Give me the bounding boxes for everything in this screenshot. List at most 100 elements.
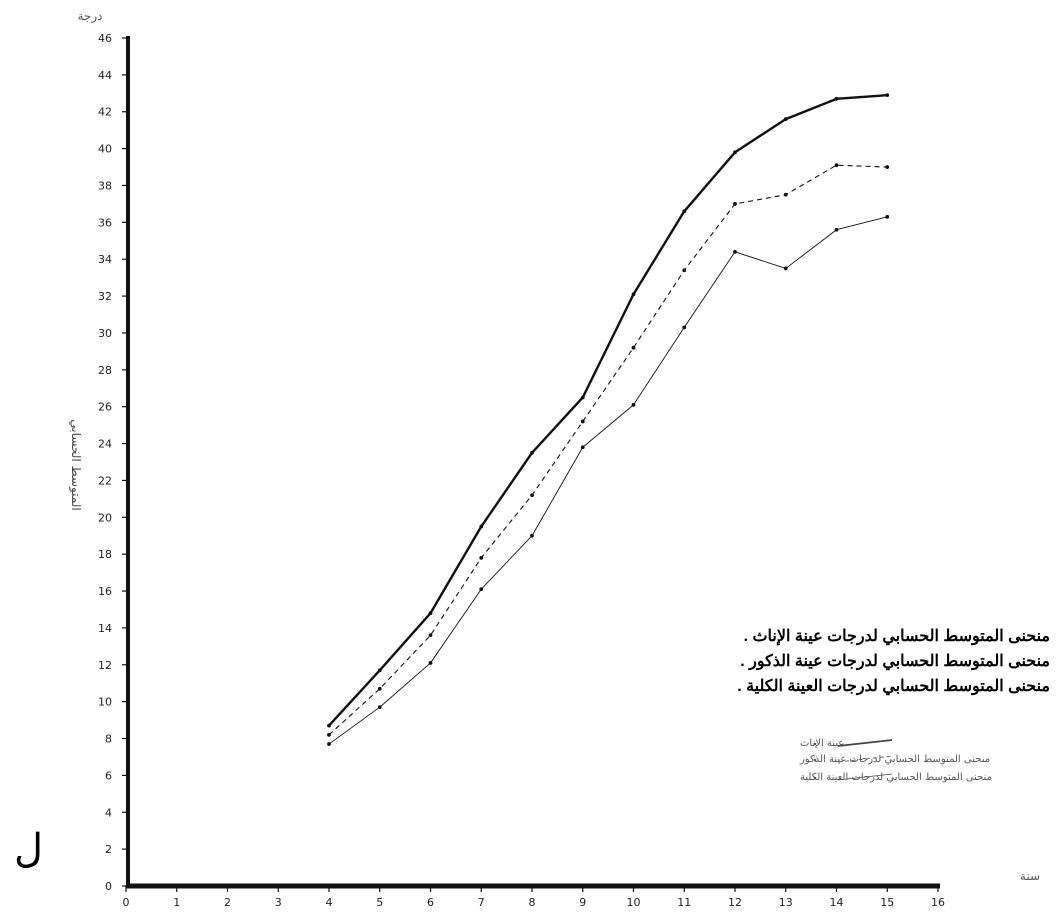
data-point [682, 209, 687, 214]
y-tick-label: 34 [98, 253, 112, 266]
y-tick-label: 0 [105, 880, 112, 893]
legend-bullet [813, 742, 817, 746]
y-tick-label: 44 [98, 69, 112, 82]
data-point [783, 117, 788, 122]
data-point [479, 555, 484, 560]
y-tick-label: 4 [105, 806, 112, 819]
printed-legend-item-male: منحنى المتوسط الحسابي لدرجات عينة الذكور… [740, 653, 1050, 670]
data-point [530, 450, 534, 455]
y-tick-label: 24 [98, 438, 112, 451]
data-point [377, 668, 382, 673]
data-point [428, 633, 433, 638]
y-tick-label: 16 [98, 585, 112, 598]
legend-sample-line [837, 755, 893, 763]
x-tick-label: 6 [427, 896, 434, 909]
x-tick-label: 4 [326, 896, 333, 909]
x-tick-label: 16 [931, 896, 945, 909]
y-tick-label: 32 [98, 290, 112, 303]
data-point [327, 723, 331, 728]
data-point [377, 705, 382, 710]
data-point [377, 686, 382, 691]
data-point [428, 661, 433, 665]
y-axis-title: المتوسط الحسابي [68, 419, 83, 510]
x-tick-label: 5 [376, 896, 383, 909]
data-point [682, 325, 687, 330]
data-point [834, 227, 839, 232]
legend-bullet [813, 776, 817, 780]
x-tick-label: 15 [880, 896, 894, 909]
data-point [580, 395, 585, 400]
printed-legend-item-female: منحنى المتوسط الحسابي لدرجات عينة الإناث… [743, 628, 1050, 645]
data-point [783, 192, 788, 197]
x-unit-label: سنة [1020, 869, 1040, 883]
x-tick-label: 7 [478, 896, 485, 909]
data-point [783, 266, 788, 271]
legend-handwritten-label: منحنى المتوسط الحسابي لدرجات العينة الكل… [800, 772, 992, 783]
data-point [530, 533, 534, 538]
y-tick-label: 30 [98, 327, 112, 340]
y-tick-label: 38 [98, 179, 112, 192]
x-axis-ticks: 0 1 2 3 4 5 6 7 8 9 10 11 12 13 14 15 16 [123, 886, 945, 909]
series-line-1 [328, 164, 888, 736]
printed-legend: منحنى المتوسط الحسابي لدرجات عينة الإناث… [610, 624, 1050, 699]
data-point [733, 202, 737, 206]
legend-sample-line [837, 773, 893, 781]
legend-sample-line [837, 739, 893, 747]
data-point [428, 611, 433, 616]
data-point [479, 587, 484, 592]
legend-handwritten-label: منحنى المتوسط الحسابي لدرجات عينة الذكور [799, 754, 990, 765]
x-tick-label: 2 [224, 896, 231, 909]
y-tick-label: 2 [105, 843, 112, 856]
data-point [885, 165, 890, 169]
series-line-0 [328, 93, 888, 727]
handwritten-legend: عينة الإناث منحنى المتوسط الحسابي لدرجات … [799, 738, 992, 783]
data-point [631, 345, 636, 350]
data-point [530, 493, 534, 498]
data-point [834, 163, 839, 168]
x-tick-label: 1 [173, 896, 180, 909]
data-point [631, 402, 636, 407]
data-point [885, 93, 890, 98]
data-point [733, 249, 737, 254]
y-tick-label: 10 [98, 696, 112, 709]
legend-handwritten-label: عينة الإناث [800, 738, 844, 749]
series-line-2 [328, 216, 888, 745]
x-tick-label: 11 [677, 896, 691, 909]
x-tick-label: 3 [275, 896, 282, 909]
y-tick-label: 40 [98, 143, 112, 156]
data-point [682, 268, 687, 273]
x-tick-label: 10 [627, 896, 641, 909]
y-unit-label: درجة [78, 9, 103, 24]
y-tick-label: 36 [98, 216, 112, 229]
x-tick-label: 8 [529, 896, 536, 909]
data-point [834, 96, 839, 101]
y-tick-label: 28 [98, 364, 112, 377]
y-tick-label: 8 [105, 733, 112, 746]
y-axis-ticks: 0246810121416182022242628303234363840424… [98, 32, 128, 893]
x-tick-label: 14 [830, 896, 844, 909]
y-tick-label: 6 [105, 769, 112, 782]
y-tick-label: 18 [98, 548, 112, 561]
data-point [733, 150, 737, 155]
y-tick-label: 14 [98, 622, 112, 635]
data-point [327, 742, 331, 746]
data-point [885, 214, 890, 219]
y-tick-label: 12 [98, 659, 112, 672]
y-tick-label: 22 [98, 474, 112, 487]
x-tick-label: 13 [779, 896, 793, 909]
series-layer [327, 93, 890, 746]
printed-legend-item-total: منحنى المتوسط الحسابي لدرجات العينة الكل… [737, 678, 1050, 695]
y-tick-label: 20 [98, 511, 112, 524]
x-tick-label: 0 [123, 896, 130, 909]
data-point [479, 524, 484, 529]
x-tick-label: 12 [728, 896, 742, 909]
y-tick-label: 26 [98, 401, 112, 414]
x-tick-label: 9 [579, 896, 586, 909]
data-point [580, 419, 585, 424]
data-point [631, 292, 636, 297]
data-point [580, 445, 585, 450]
data-point [327, 732, 331, 737]
y-tick-label: 42 [98, 106, 112, 119]
legend-bullet [813, 758, 817, 762]
